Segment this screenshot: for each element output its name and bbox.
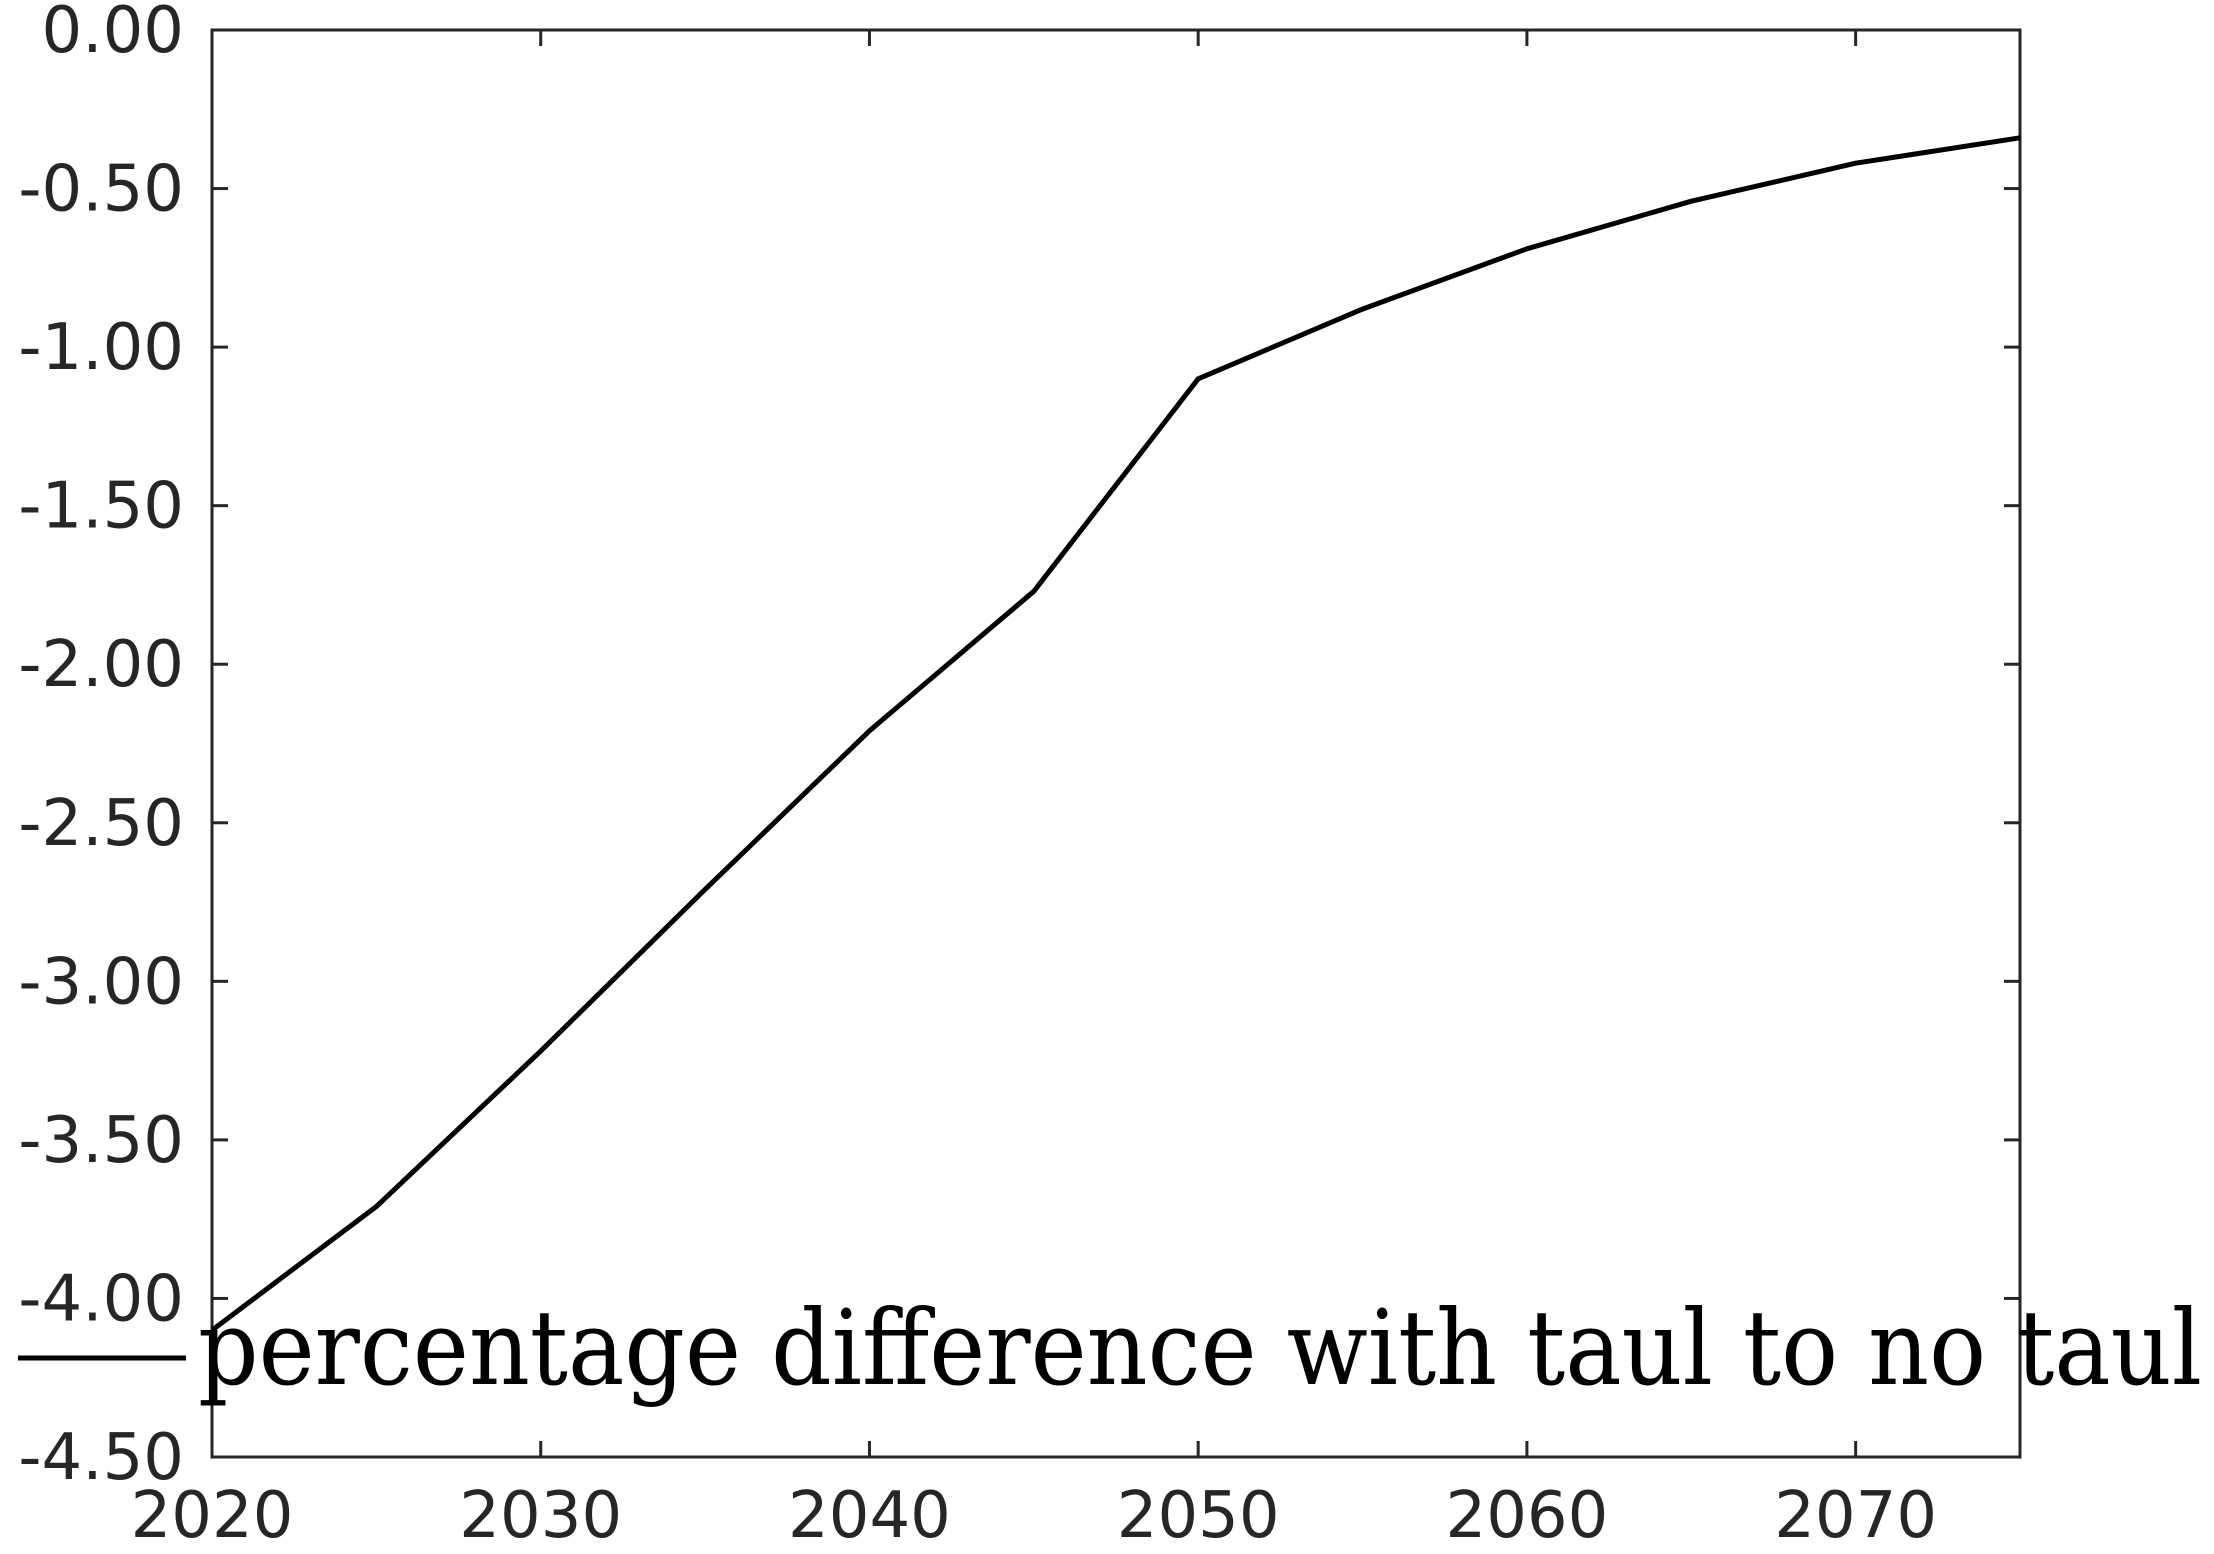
y-tick-label: -2.50 <box>18 787 184 861</box>
y-tick-label: 0.00 <box>42 0 185 68</box>
y-tick-label: -4.50 <box>18 1421 184 1495</box>
axes <box>210 28 2022 1459</box>
x-tick-label: 2040 <box>788 1479 951 1553</box>
y-tick-label: -3.50 <box>18 1104 184 1178</box>
x-tick-label: 2070 <box>1774 1479 1937 1553</box>
series-line <box>210 135 2021 1333</box>
series-lines <box>210 135 2021 1333</box>
legend: percentage difference with taul to no ta… <box>18 1287 2202 1409</box>
legend-label: percentage difference with taul to no ta… <box>198 1287 2202 1409</box>
y-tick-label: -1.50 <box>18 470 184 544</box>
x-tick-label: 2020 <box>131 1479 294 1553</box>
y-tick-label: -3.00 <box>18 945 184 1019</box>
y-tick-label: -0.50 <box>18 153 184 227</box>
x-tick-label: 2060 <box>1445 1479 1608 1553</box>
y-tick-label: -2.00 <box>18 628 184 702</box>
x-tick-label: 2050 <box>1117 1479 1280 1553</box>
axis-ticks <box>210 28 2020 1459</box>
y-tick-label: -1.00 <box>18 311 184 385</box>
plot-area-box <box>210 28 2022 1459</box>
axis-tick-labels: 2020 2030 2040 2050 2060 2070 0.00 -0.50 -1.00 -1… <box>18 0 1937 1553</box>
y-tick-label: -4.00 <box>18 1262 184 1336</box>
x-tick-label: 2030 <box>459 1479 622 1553</box>
